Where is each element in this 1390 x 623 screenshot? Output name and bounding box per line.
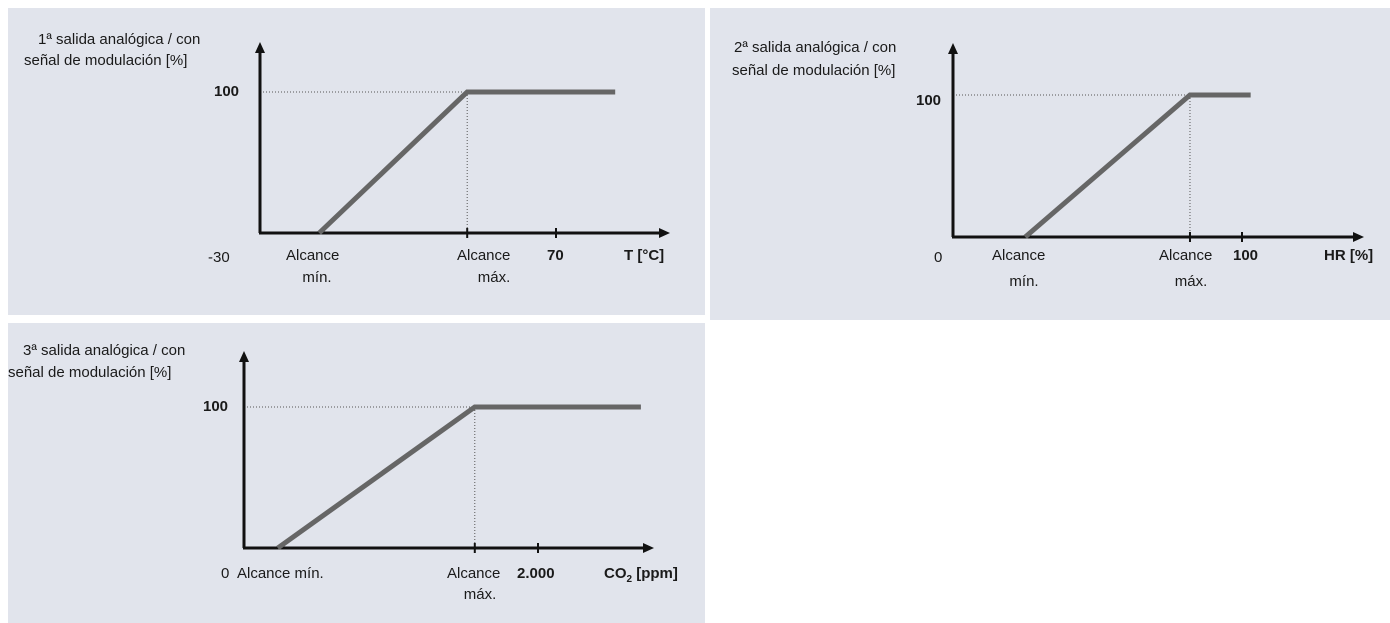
- chart-3-x-axis-arrow: [643, 543, 654, 553]
- chart-1-y-axis-arrow: [255, 42, 265, 53]
- chart-2-plot: [948, 43, 1364, 242]
- chart-1-x-max-label-line1: Alcance: [457, 247, 511, 264]
- chart-3-ylabel-line1: 3ª salida analógica / con: [23, 342, 186, 359]
- chart-1-x-max-label-line2: máx.: [477, 269, 511, 286]
- chart-1-x-min-label-line2: mín.: [302, 269, 332, 286]
- chart-2-x-start-label: 0: [934, 249, 943, 266]
- chart-3-curve: [276, 404, 641, 551]
- chart-2-y-top-label: 100: [916, 92, 942, 109]
- chart-1-curve: [317, 89, 616, 235]
- chart-2-x-axis-label: HR [%]: [1324, 247, 1374, 264]
- chart-1-x-axis-arrow: [659, 228, 670, 238]
- chart-1-x-axis-label: T [°C]: [624, 247, 665, 264]
- chart-2-ylabel-line2: señal de modulación [%]: [732, 62, 896, 79]
- chart-3-x-end-value-label: 2.000: [517, 565, 555, 582]
- chart-3-plot: [239, 351, 654, 553]
- chart-3-x-axis-label-main: CO: [604, 565, 627, 582]
- chart-2-x-min-label-line1: Alcance: [992, 247, 1046, 264]
- chart-2-y-axis-arrow: [948, 43, 958, 54]
- chart-2-x-end-value-label: 100: [1233, 247, 1259, 264]
- chart-2-x-min-label-line2: mín.: [1009, 273, 1039, 290]
- chart-1-x-end-value-label: 70: [547, 247, 564, 264]
- chart-3-x-max-label-line2: máx.: [463, 586, 497, 603]
- chart-3-x-max-label-line1: Alcance: [447, 565, 501, 582]
- chart-3-y-top-label: 100: [203, 398, 229, 415]
- chart-2-x-max-label-line2: máx.: [1174, 273, 1208, 290]
- chart-panel-2: 2ª salida analógica / con señal de modul…: [710, 8, 1390, 320]
- chart-1-ylabel-line2: señal de modulación [%]: [24, 52, 188, 69]
- chart-2-curve: [1023, 92, 1251, 239]
- chart-1-plot: [255, 42, 670, 238]
- chart-3-x-start-label: 0: [221, 565, 230, 582]
- chart-3-y-axis-arrow: [239, 351, 249, 362]
- chart-1-x-start-label: -30: [208, 249, 230, 266]
- chart-2-x-max-label-line1: Alcance: [1159, 247, 1213, 264]
- chart-1-ylabel-line1: 1ª salida analógica / con: [38, 31, 201, 48]
- chart-2-x-axis-arrow: [1353, 232, 1364, 242]
- chart-3-x-axis-label-rest: [ppm]: [632, 565, 678, 582]
- chart-panel-1: 1ª salida analógica / con señal de modul…: [8, 8, 705, 315]
- chart-panel-3: 3ª salida analógica / con señal de modul…: [8, 323, 705, 623]
- chart-3-ylabel-line2: señal de modulación [%]: [8, 364, 172, 381]
- chart-3-x-axis-label-sub: 2: [626, 574, 633, 585]
- chart-3-x-min-label: Alcance mín.: [237, 565, 324, 582]
- chart-1-y-top-label: 100: [214, 83, 240, 100]
- chart-1-x-min-label-line1: Alcance: [286, 247, 340, 264]
- chart-2-ylabel-line1: 2ª salida analógica / con: [734, 39, 897, 56]
- chart-3-x-axis-label: CO2 [ppm]: [604, 564, 678, 589]
